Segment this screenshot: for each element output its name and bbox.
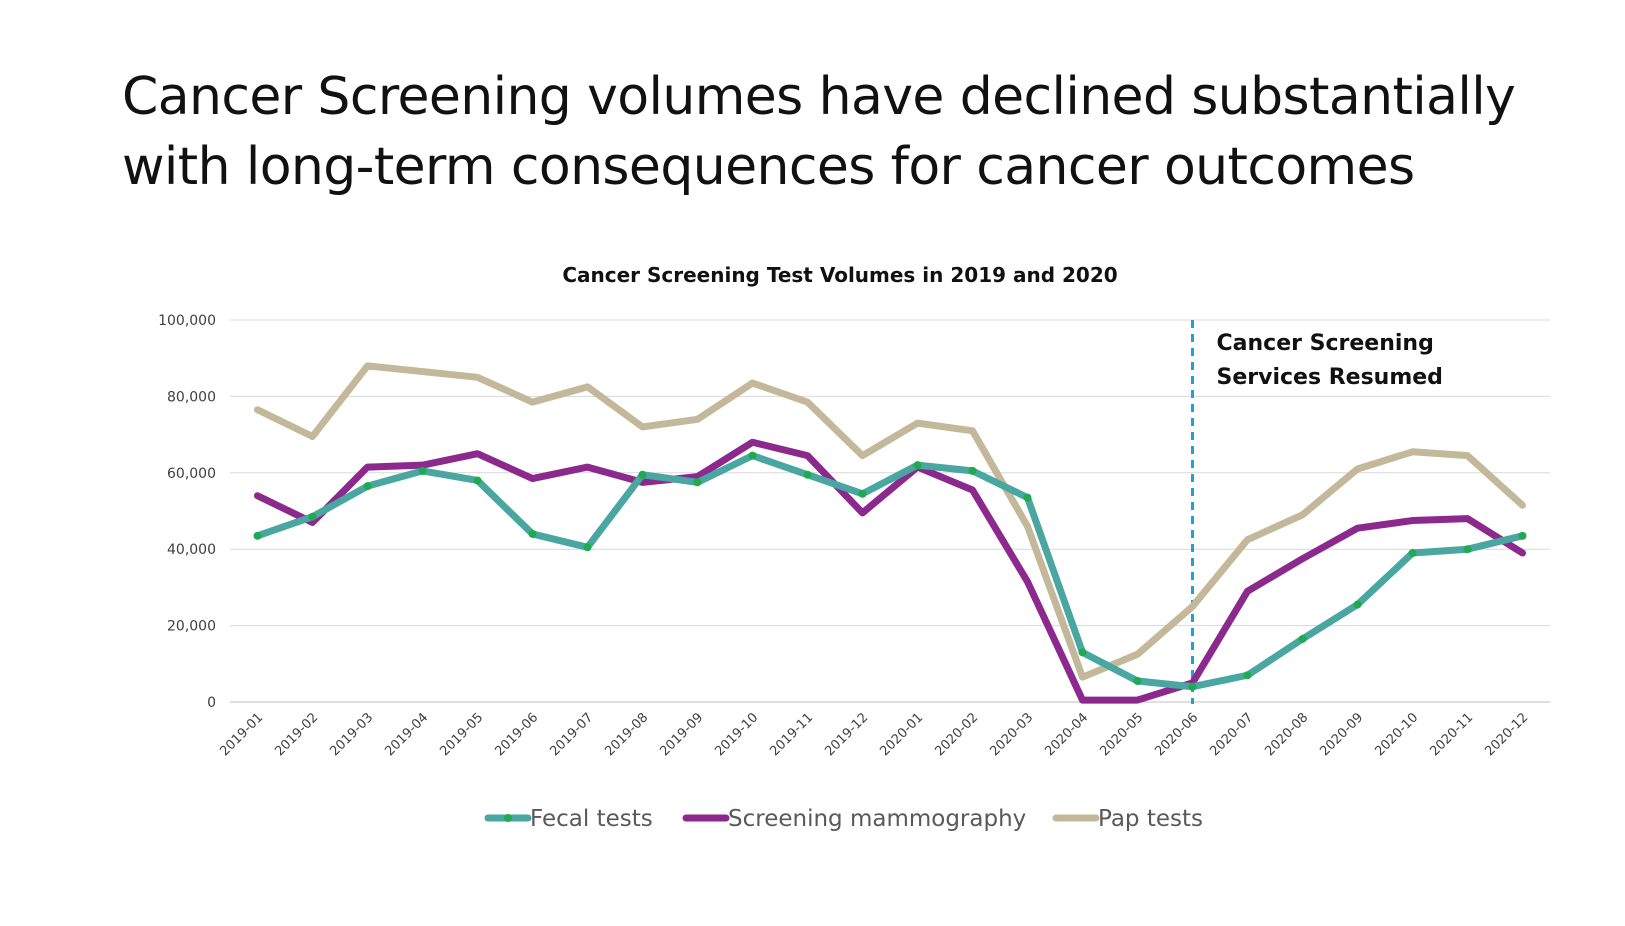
data-point: [1408, 549, 1417, 558]
x-tick-label: 2019-02: [272, 710, 321, 759]
x-tick-label: 2019-08: [602, 710, 651, 759]
legend-label: Pap tests: [1098, 806, 1203, 832]
data-point: [638, 470, 647, 479]
slide-title: Cancer Screening volumes have declined s…: [122, 62, 1582, 202]
data-point: [418, 466, 427, 475]
legend-label: Screening mammography: [728, 806, 1026, 832]
x-tick-label: 2020-08: [1262, 710, 1311, 759]
data-point: [1353, 600, 1362, 609]
x-tick-label: 2019-05: [437, 710, 486, 759]
x-tick-label: 2020-05: [1097, 710, 1146, 759]
data-point: [913, 461, 922, 470]
data-point: [803, 470, 812, 479]
series-line-screening-mammography: [254, 438, 1526, 704]
annotation-group: Cancer Screening Services Resumed: [1191, 320, 1443, 704]
x-axis-ticks: 2019-01 2019-02 2019-03 2019-04 2019-05 2019-…: [217, 710, 1531, 759]
x-tick-label: 2019-10: [712, 710, 761, 759]
data-point: [968, 466, 977, 475]
y-tick-label: 80,000: [167, 389, 216, 405]
data-point: [528, 529, 537, 538]
x-tick-label: 2019-04: [382, 710, 431, 759]
slide-title-line1: Cancer Screening volumes have declined s…: [122, 67, 1516, 127]
data-point: [1518, 531, 1527, 540]
data-point: [1298, 634, 1307, 643]
data-point: [858, 489, 867, 498]
y-axis-ticks: 0 20,000 40,000 60,000 80,000 100,000: [158, 313, 216, 711]
x-tick-label: 2019-11: [767, 710, 816, 759]
x-tick-label: 2019-01: [217, 710, 266, 759]
x-tick-label: 2020-11: [1427, 710, 1476, 759]
x-tick-label: 2019-03: [327, 710, 376, 759]
slide-title-line2: with long-term consequences for cancer o…: [122, 137, 1415, 197]
data-point: [1023, 493, 1032, 502]
legend: Fecal tests Screening mammography Pap test…: [484, 806, 1203, 832]
series-line-pap-tests: [254, 362, 1526, 681]
x-tick-label: 2020-04: [1042, 710, 1091, 759]
annotation-line1: Cancer Screening: [1217, 331, 1434, 356]
x-tick-label: 2020-06: [1152, 710, 1201, 759]
annotation-line2: Services Resumed: [1217, 365, 1443, 390]
data-point: [363, 482, 372, 491]
chart-title: Cancer Screening Test Volumes in 2019 an…: [562, 263, 1117, 287]
data-point: [1133, 676, 1142, 685]
x-tick-label: 2019-06: [492, 710, 541, 759]
y-tick-label: 0: [207, 695, 216, 711]
series-lines: [253, 362, 1527, 704]
x-tick-label: 2020-07: [1207, 710, 1256, 759]
x-tick-label: 2019-07: [547, 710, 596, 759]
x-tick-label: 2020-12: [1482, 710, 1531, 759]
y-tick-label: 60,000: [167, 466, 216, 482]
gridlines: [230, 319, 1550, 703]
data-point: [1243, 671, 1252, 680]
y-tick-label: 20,000: [167, 619, 216, 635]
y-tick-label: 40,000: [167, 542, 216, 558]
data-point: [308, 512, 317, 521]
data-point: [748, 451, 757, 460]
data-point: [473, 476, 482, 485]
y-tick-label: 100,000: [158, 313, 216, 329]
x-tick-label: 2019-09: [657, 710, 706, 759]
x-tick-label: 2020-02: [932, 710, 981, 759]
data-point: [583, 543, 592, 552]
legend-marker: [504, 814, 512, 822]
x-tick-label: 2020-01: [877, 710, 926, 759]
data-point: [1463, 545, 1472, 554]
data-point: [1188, 682, 1197, 691]
legend-label: Fecal tests: [530, 806, 653, 832]
x-tick-label: 2020-03: [987, 710, 1036, 759]
x-tick-label: 2019-12: [822, 710, 871, 759]
series-line-fecal-tests: [254, 452, 1526, 691]
data-point: [1078, 648, 1087, 657]
data-point: [253, 531, 262, 540]
x-tick-label: 2020-09: [1317, 710, 1366, 759]
x-tick-label: 2020-10: [1372, 710, 1421, 759]
data-point: [693, 478, 702, 487]
